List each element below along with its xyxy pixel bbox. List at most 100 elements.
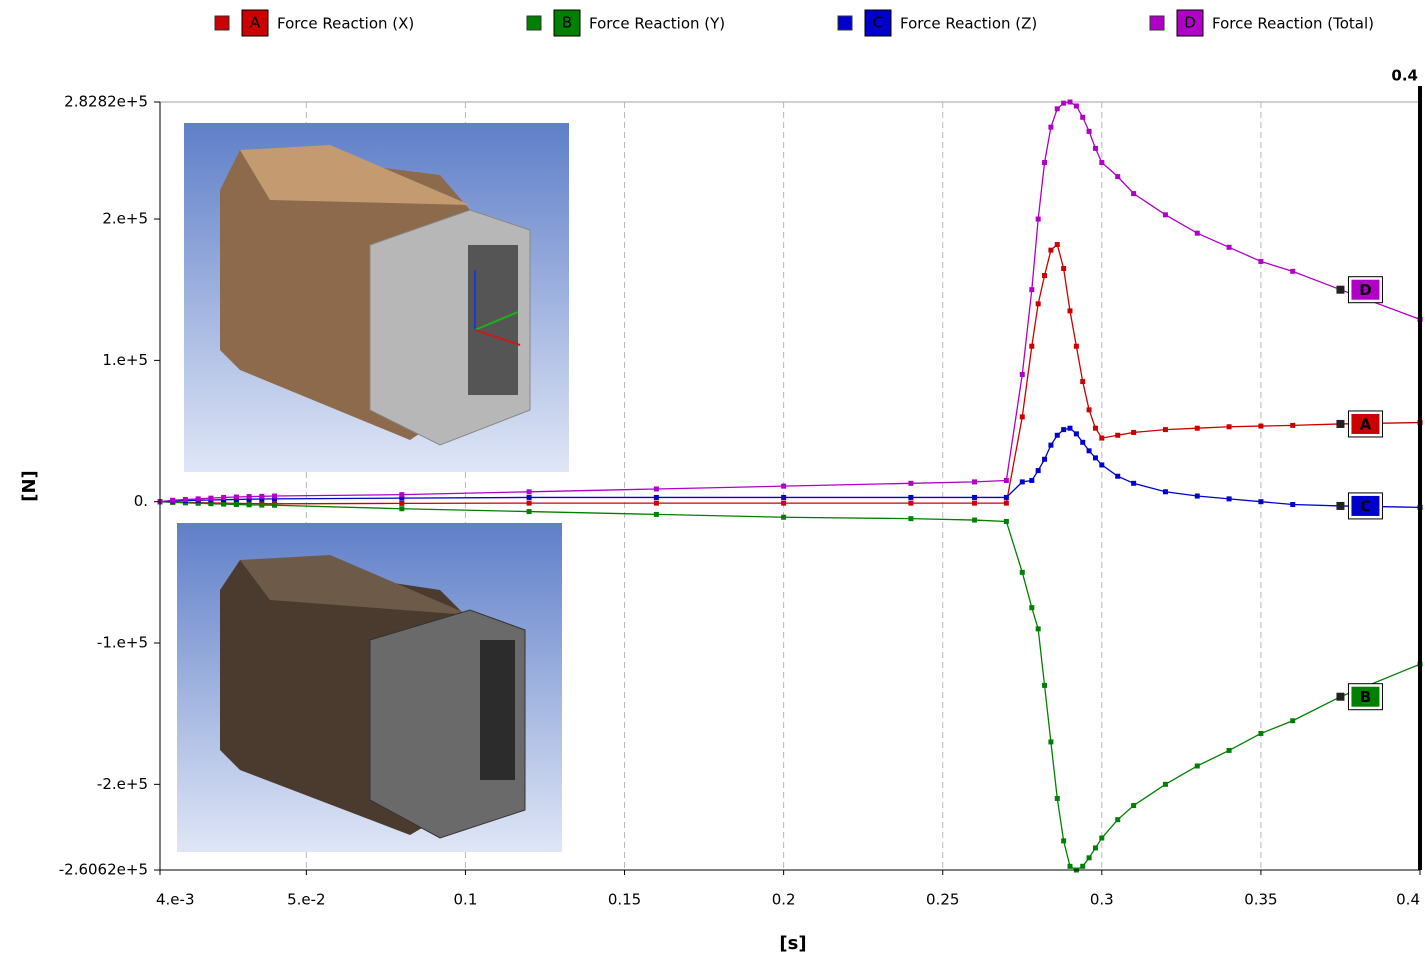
legend-swatch bbox=[838, 16, 852, 30]
data-point bbox=[781, 495, 786, 500]
legend-label: Force Reaction (X) bbox=[277, 15, 414, 33]
tag-anchor bbox=[1336, 420, 1344, 428]
data-point bbox=[1004, 495, 1009, 500]
data-point bbox=[1061, 266, 1066, 271]
data-point bbox=[654, 486, 659, 491]
x-tick-label: 0.3 bbox=[1090, 891, 1114, 909]
data-point bbox=[781, 515, 786, 520]
y-tick-label: -1.e+5 bbox=[97, 634, 148, 652]
x-tick-label: 5.e-2 bbox=[287, 891, 326, 909]
data-point bbox=[1068, 308, 1073, 313]
data-point bbox=[1227, 496, 1232, 501]
y-tick-label: 0. bbox=[134, 492, 148, 510]
data-point bbox=[1036, 301, 1041, 306]
data-point bbox=[1115, 433, 1120, 438]
data-point bbox=[1131, 191, 1136, 196]
data-point bbox=[234, 502, 239, 507]
data-point bbox=[1099, 836, 1104, 841]
data-point bbox=[247, 494, 252, 499]
x-tick-label: 4.e-3 bbox=[156, 891, 195, 909]
data-point bbox=[1087, 407, 1092, 412]
data-point bbox=[399, 501, 404, 506]
x-tick-label: 0.1 bbox=[454, 891, 478, 909]
cursor-label: 0.4 bbox=[1391, 67, 1418, 85]
y-axis-label: [N] bbox=[19, 470, 40, 502]
data-point bbox=[234, 495, 239, 500]
data-point bbox=[196, 496, 201, 501]
data-point bbox=[1290, 502, 1295, 507]
tag-anchor bbox=[1336, 693, 1344, 701]
data-point bbox=[908, 516, 913, 521]
data-point bbox=[1055, 106, 1060, 111]
data-point bbox=[1163, 212, 1168, 217]
data-point bbox=[1115, 174, 1120, 179]
data-point bbox=[1061, 427, 1066, 432]
data-point bbox=[1227, 748, 1232, 753]
data-point bbox=[221, 495, 226, 500]
data-point bbox=[1195, 763, 1200, 768]
x-tick-label: 0.4 bbox=[1396, 891, 1420, 909]
data-point bbox=[1099, 462, 1104, 467]
data-point bbox=[1099, 436, 1104, 441]
data-point bbox=[1080, 864, 1085, 869]
y-tick-label: 2.8282e+5 bbox=[64, 93, 148, 111]
data-point bbox=[1074, 103, 1079, 108]
data-point bbox=[1029, 478, 1034, 483]
data-point bbox=[1004, 519, 1009, 524]
legend-swatch bbox=[215, 16, 229, 30]
legend-label: Force Reaction (Z) bbox=[900, 15, 1037, 33]
data-point bbox=[208, 496, 213, 501]
data-point bbox=[1048, 125, 1053, 130]
data-point bbox=[1093, 845, 1098, 850]
data-point bbox=[1020, 372, 1025, 377]
data-point bbox=[399, 492, 404, 497]
tag-anchor bbox=[1336, 502, 1344, 510]
data-point bbox=[972, 518, 977, 523]
data-point bbox=[1131, 803, 1136, 808]
data-point bbox=[259, 494, 264, 499]
tag-label: C bbox=[1360, 497, 1371, 515]
data-point bbox=[1020, 414, 1025, 419]
x-tick-label: 0.35 bbox=[1244, 891, 1277, 909]
data-point bbox=[972, 501, 977, 506]
legend-tag: B bbox=[562, 14, 572, 32]
inset-mesh bbox=[177, 523, 562, 852]
chart: [s] [N] ABCD 4.e-35.e-20.10.150.20.250.3… bbox=[0, 0, 1425, 963]
data-point bbox=[1115, 474, 1120, 479]
data-point bbox=[781, 501, 786, 506]
data-point bbox=[1055, 433, 1060, 438]
data-point bbox=[1020, 479, 1025, 484]
data-point bbox=[527, 501, 532, 506]
x-tick-label: 0.15 bbox=[608, 891, 641, 909]
data-point bbox=[1093, 146, 1098, 151]
data-point bbox=[1061, 101, 1066, 106]
data-point bbox=[1068, 864, 1073, 869]
data-point bbox=[399, 506, 404, 511]
data-point bbox=[908, 501, 913, 506]
data-point bbox=[272, 503, 277, 508]
data-point bbox=[1068, 426, 1073, 431]
legend-swatch bbox=[527, 16, 541, 30]
data-point bbox=[1004, 501, 1009, 506]
data-point bbox=[1029, 287, 1034, 292]
x-tick-label: 0.2 bbox=[772, 891, 796, 909]
data-point bbox=[654, 501, 659, 506]
tag-label: A bbox=[1360, 415, 1372, 433]
data-point bbox=[654, 495, 659, 500]
legend-swatch bbox=[1150, 16, 1164, 30]
data-point bbox=[1055, 242, 1060, 247]
data-point bbox=[1290, 718, 1295, 723]
data-point bbox=[654, 512, 659, 517]
data-point bbox=[1163, 427, 1168, 432]
data-point bbox=[1020, 570, 1025, 575]
data-point bbox=[908, 495, 913, 500]
data-point bbox=[1036, 626, 1041, 631]
data-point bbox=[1131, 481, 1136, 486]
y-tick-label: 1.e+5 bbox=[102, 351, 148, 369]
data-point bbox=[1048, 443, 1053, 448]
data-point bbox=[1087, 855, 1092, 860]
data-point bbox=[1115, 817, 1120, 822]
data-point bbox=[259, 503, 264, 508]
data-point bbox=[1042, 160, 1047, 165]
data-point bbox=[1087, 448, 1092, 453]
